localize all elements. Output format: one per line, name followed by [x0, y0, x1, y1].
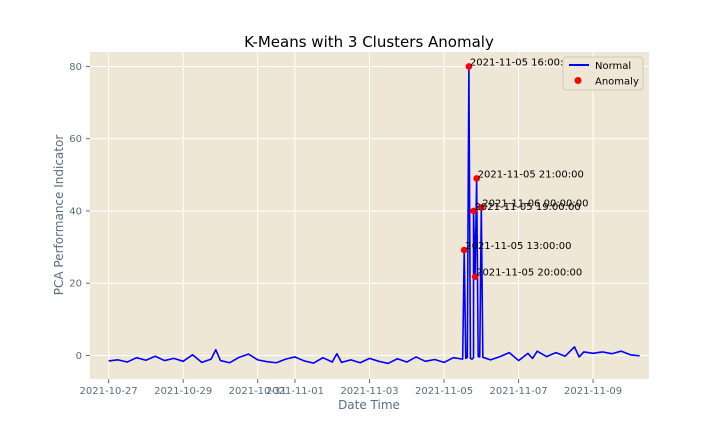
- y-tick-label: 60: [69, 134, 82, 145]
- series-layer: [108, 63, 640, 365]
- y-tick-label: 40: [69, 206, 82, 217]
- legend-point-marker: [574, 77, 582, 84]
- series-line-normal: [108, 65, 640, 365]
- anomaly-point: [470, 207, 477, 215]
- y-axis-label: PCA Performance Indicator: [52, 135, 66, 296]
- x-tick-label: 2021-11-09: [564, 386, 622, 397]
- x-axis-label: Date Time: [338, 398, 400, 412]
- anomaly-annotation: 2021-11-05 13:00:00: [465, 241, 571, 252]
- anomaly-annotation: 2021-11-05 20:00:00: [476, 268, 582, 279]
- x-tick-label: 2021-10-31: [229, 386, 287, 397]
- x-tick-label: 2021-11-07: [490, 386, 548, 397]
- legend: Normal Anomaly: [562, 56, 644, 91]
- anomaly-annotation: 2021-11-05 21:00:00: [478, 169, 584, 180]
- anomaly-annotation: 2021-11-06 00:00:00: [482, 198, 588, 209]
- x-tick-label: 2021-11-05: [415, 386, 473, 397]
- y-tick-label: 20: [69, 279, 82, 290]
- annotation-layer: 2021-11-05 16:00:00 2021-11-05 21:00:00 20…: [465, 57, 588, 278]
- x-tick-label: 2021-11-03: [340, 386, 398, 397]
- grid-lines: [90, 52, 649, 379]
- x-tick-label: 2021-10-29: [154, 386, 212, 397]
- legend-label-normal: Normal: [595, 61, 631, 72]
- anomaly-annotation: 2021-11-05 16:00:00: [470, 57, 576, 68]
- x-axis: 2021-10-27 2021-10-29 2021-10-312021-11-01…: [80, 379, 622, 397]
- anomaly-point: [478, 204, 485, 211]
- y-axis: 0 20 40 60 80: [69, 62, 90, 362]
- anomaly-annotation: 2021-11-05 19:00:00: [475, 202, 581, 213]
- x-tick-label: 2021-10-27: [80, 386, 138, 397]
- anomaly-point: [473, 175, 480, 182]
- legend-label-anomaly: Anomaly: [595, 77, 639, 88]
- x-tick-label: 2021-11-01: [266, 386, 324, 397]
- anomaly-point: [460, 246, 468, 254]
- y-tick-label: 0: [76, 351, 82, 362]
- chart-title: K-Means with 3 Clusters Anomaly: [244, 33, 494, 51]
- anomaly-point: [471, 273, 479, 281]
- anomaly-point: [465, 63, 473, 70]
- y-tick-label: 80: [69, 62, 82, 73]
